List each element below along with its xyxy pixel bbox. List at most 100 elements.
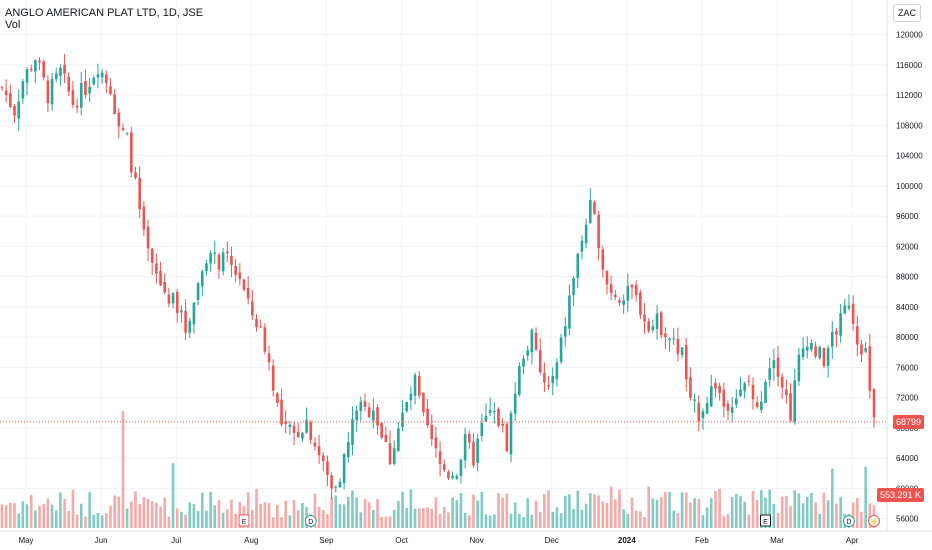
candle-body — [755, 402, 759, 407]
candle-body — [747, 380, 751, 382]
volume-bar — [200, 492, 204, 528]
volume-bar — [59, 492, 62, 528]
candle-body — [292, 425, 296, 433]
volume-bar — [705, 507, 709, 528]
volume-bar — [451, 497, 454, 528]
last-volume-tag: 553.291 K — [876, 488, 924, 502]
volume-bar — [246, 492, 250, 528]
candle-body — [739, 389, 742, 396]
volume-bar — [159, 506, 162, 528]
candle-body — [843, 305, 847, 314]
volume-bar — [864, 466, 867, 528]
volume-bar — [860, 511, 863, 528]
candle-body — [467, 433, 471, 443]
volume-bar — [109, 505, 112, 528]
volume-bar — [63, 498, 66, 528]
volume-bar — [42, 504, 46, 528]
volume-bar — [501, 497, 504, 528]
volume-bar — [747, 514, 751, 528]
candle-body — [175, 291, 179, 314]
volume-bar — [442, 506, 446, 528]
volume-bar — [409, 489, 413, 528]
candle-body — [150, 248, 154, 263]
candle-body — [234, 266, 237, 275]
time-tick-label: Dec — [545, 536, 559, 545]
price-tick-label: 64000 — [896, 454, 919, 463]
candle-body — [476, 438, 479, 464]
volume-bar — [71, 489, 75, 528]
candle-body — [0, 87, 4, 89]
volume-bar — [709, 497, 713, 528]
volume-bar — [772, 503, 776, 528]
candle-body — [551, 376, 555, 384]
price-tick-label: 104000 — [896, 152, 923, 161]
candle-body — [430, 424, 434, 440]
candle-body — [130, 132, 133, 173]
candle-body — [630, 284, 634, 288]
volume-bar — [292, 500, 296, 528]
time-tick-label: 2024 — [618, 536, 636, 545]
candle-body — [580, 240, 584, 252]
candle-body — [826, 347, 830, 366]
volume-bar — [363, 499, 367, 528]
candle-body — [830, 331, 834, 347]
volume-bar — [543, 494, 546, 528]
candle-body — [79, 83, 83, 108]
candle-body — [363, 401, 367, 407]
volume-bar — [618, 489, 621, 528]
candle-body — [105, 74, 108, 83]
candle-body — [597, 214, 600, 249]
volume-bar — [426, 507, 429, 528]
volume-bar — [826, 500, 830, 528]
candle-body — [730, 407, 734, 413]
volume-bar — [676, 513, 680, 528]
candle-body — [709, 386, 713, 407]
candle-body — [801, 348, 805, 358]
currency-button[interactable]: ZAC — [893, 4, 921, 22]
candle-body — [618, 300, 621, 303]
candle-body — [397, 428, 400, 452]
candle-body — [447, 471, 450, 479]
candle-body — [810, 342, 813, 350]
price-tick-label: 88000 — [896, 273, 919, 282]
candle-body — [134, 172, 137, 178]
volume-bar — [288, 515, 292, 528]
candle-body — [288, 424, 292, 427]
volume-bar — [134, 491, 137, 528]
candle-body — [689, 377, 692, 398]
volume-bar — [509, 513, 513, 528]
candle-body — [643, 314, 646, 322]
candle-body — [735, 398, 738, 405]
volume-bar — [17, 513, 20, 528]
candle-body — [301, 432, 304, 439]
candle-body — [417, 375, 421, 396]
volume-bars — [0, 411, 876, 528]
candle-body — [588, 199, 592, 224]
candle-body — [59, 67, 62, 76]
candle-body — [839, 313, 842, 336]
volume-bar — [722, 516, 726, 528]
candle-body — [676, 338, 680, 354]
volume-bar — [384, 516, 388, 528]
volume-bar — [313, 493, 317, 528]
price-tick-label: 112000 — [896, 91, 923, 100]
candle-body — [814, 346, 817, 357]
candle-body — [9, 93, 12, 107]
candle-body — [442, 464, 446, 471]
candle-body — [872, 388, 876, 418]
candle-body — [622, 300, 625, 305]
candle-body — [401, 412, 404, 428]
volume-bar — [397, 500, 400, 528]
volume-bar — [21, 501, 25, 528]
volume-bar — [430, 508, 434, 528]
volume-bar — [192, 504, 196, 528]
volume-indicator-label[interactable]: Vol — [5, 19, 21, 31]
time-tick-label: Oct — [395, 536, 408, 545]
volume-bar — [138, 503, 141, 528]
volume-bar — [75, 514, 79, 528]
volume-bar — [54, 510, 58, 528]
candle-body — [205, 263, 208, 272]
candle-body — [367, 407, 371, 418]
candle-body — [50, 78, 54, 105]
